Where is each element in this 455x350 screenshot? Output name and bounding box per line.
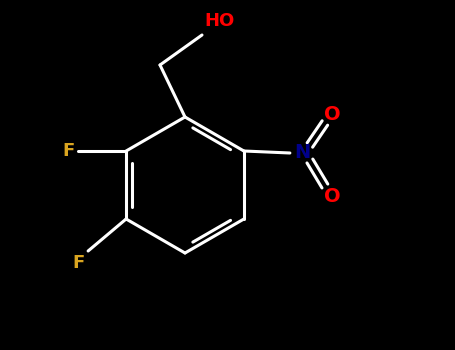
Text: O: O: [324, 105, 340, 124]
Text: N: N: [294, 144, 310, 162]
Text: F: F: [73, 254, 85, 272]
Text: HO: HO: [204, 12, 234, 30]
Text: O: O: [324, 187, 340, 205]
Text: F: F: [63, 142, 75, 160]
